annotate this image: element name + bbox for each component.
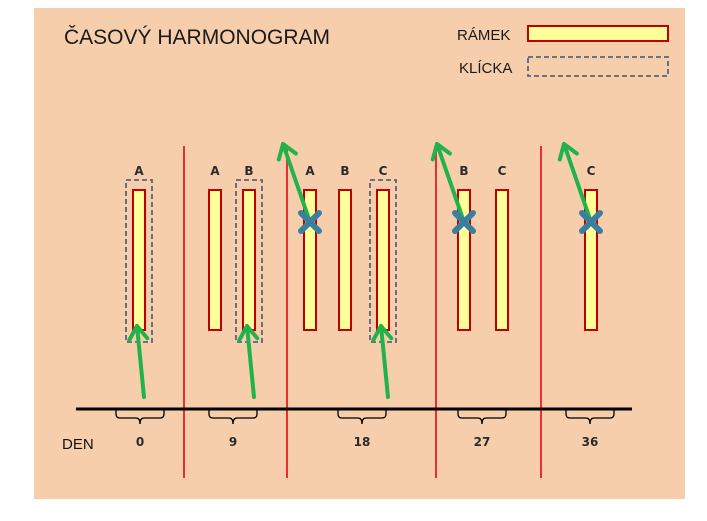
insert-arrow — [127, 324, 150, 399]
frame-label: A — [210, 164, 220, 178]
day-bracket — [337, 409, 387, 425]
day-brackets — [115, 409, 615, 425]
frame-bar — [495, 189, 509, 331]
period-dividers — [183, 146, 542, 478]
day-label: 0 — [136, 435, 144, 449]
insert-arrow — [237, 324, 260, 399]
diagram-title: ČASOVÝ HARMONOGRAM — [64, 26, 330, 49]
remove-arrow — [276, 142, 312, 224]
remove-arrow — [557, 142, 593, 224]
day-label: 27 — [474, 435, 491, 449]
frame-bar — [208, 189, 222, 331]
cross-mark-icon — [579, 210, 603, 234]
day-label: 18 — [354, 435, 371, 449]
frame-c-7: C — [495, 164, 509, 331]
frame-label: A — [134, 164, 144, 178]
frame-label: A — [305, 164, 315, 178]
legend-loop-label: KLÍCKA — [459, 60, 512, 77]
day-bracket — [457, 409, 507, 425]
day-labels: 0 9 18 27 36 — [136, 435, 599, 449]
cross-mark-icon — [452, 210, 476, 234]
day-bracket — [208, 409, 258, 425]
frame-bar — [242, 189, 256, 331]
frame-label: C — [587, 164, 596, 178]
frame-label: B — [340, 164, 349, 178]
frame-label: C — [498, 164, 507, 178]
cross-mark-icon — [298, 210, 322, 234]
legend-loop-swatch — [527, 56, 669, 77]
frame-bar — [338, 189, 352, 331]
arrows — [127, 142, 603, 399]
frame-label: B — [459, 164, 468, 178]
frame-a-1: A — [208, 164, 222, 331]
insert-arrow — [371, 324, 394, 399]
axis-label: DEN — [62, 436, 94, 453]
day-bracket — [565, 409, 615, 425]
legend-frame-label: RÁMEK — [457, 27, 510, 44]
remove-arrow — [430, 142, 466, 224]
frame-b-4: B — [338, 164, 352, 331]
legend-frame-swatch — [527, 25, 669, 42]
day-label: 36 — [582, 435, 599, 449]
day-label: 9 — [229, 435, 237, 449]
frame-label: B — [244, 164, 253, 178]
legend: RÁMEK KLÍCKA — [457, 25, 669, 77]
day-bracket — [115, 409, 165, 425]
frame-label: C — [379, 164, 388, 178]
frame-b-2: B — [235, 164, 263, 343]
frame-bar — [376, 189, 390, 331]
frame-bar — [132, 189, 146, 331]
